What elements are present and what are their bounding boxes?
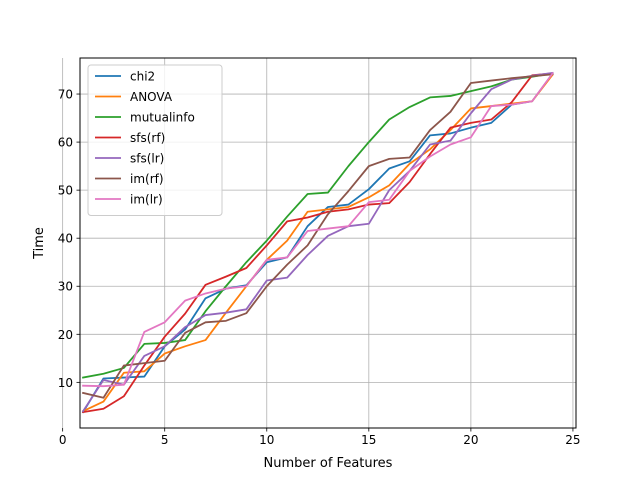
axis-ticks: 0 5 10 15 20 25 10 20 30 40 50 60 70 — [58, 88, 581, 447]
x-tick-label: 25 — [565, 433, 580, 447]
series-line-mutualinfo — [82, 72, 554, 379]
legend-label: chi2 — [130, 70, 155, 84]
x-tick-label: 0 — [59, 433, 67, 447]
y-axis-label: Time — [32, 227, 47, 260]
x-tick-label: 20 — [463, 433, 478, 447]
plot-frame — [79, 57, 577, 429]
y-tick-label: 70 — [58, 88, 73, 102]
grid — [62, 58, 576, 428]
legend-box — [87, 64, 223, 216]
y-tick-label: 40 — [58, 232, 73, 246]
x-tick-label: 10 — [259, 433, 274, 447]
series-group — [81, 71, 554, 414]
legend-label: mutualinfo — [130, 111, 195, 125]
y-tick-label: 50 — [58, 184, 73, 198]
series-line-im-lr- — [82, 72, 554, 388]
legend-label: sfs(lr) — [130, 152, 164, 166]
y-tick-label: 10 — [58, 376, 73, 390]
legend-label: im(rf) — [130, 172, 164, 186]
x-tick-label: 5 — [161, 433, 169, 447]
y-tick-label: 20 — [58, 328, 73, 342]
x-tick-label: 15 — [361, 433, 376, 447]
legend-label: im(lr) — [130, 193, 163, 207]
y-tick-label: 60 — [58, 136, 73, 150]
legend: chi2 ANOVA mutualinfo sfs(rf) sfs(lr) im(rf) i… — [87, 64, 223, 216]
series-line-chi2 — [81, 72, 554, 414]
series-line-sfs-rf- — [82, 72, 554, 414]
x-axis-label: Number of Features — [264, 456, 393, 471]
series-line-sfs-lr- — [81, 71, 554, 413]
legend-label: sfs(rf) — [130, 131, 165, 145]
legend-label: ANOVA — [130, 90, 173, 104]
y-tick-label: 30 — [58, 280, 73, 294]
